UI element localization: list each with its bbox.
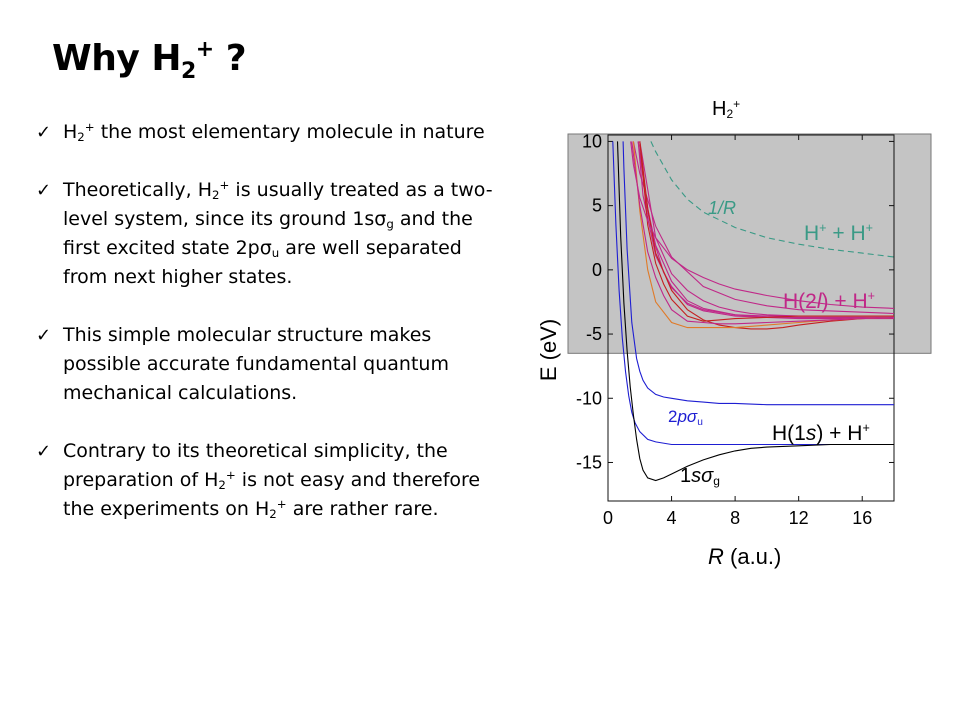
bullet-subscript: 2 (212, 187, 220, 202)
bullet-text: H (63, 121, 78, 143)
series-line (612, 141, 894, 446)
series-line (630, 141, 894, 309)
annotation-h1s-plus-h: H(1s) + H+ (772, 421, 870, 445)
annotation-2p-sigma-u: 2pσu (668, 407, 703, 428)
annotation-coulomb: 1/R (708, 198, 736, 218)
chart-title: H2+ (712, 97, 740, 121)
title-text: Why H (52, 38, 181, 79)
energy-chart: 0 4 8 12 16 10 5 0 -5 -10 -15 H2+ R (a.u.) E (eV) 1/R H… (536, 97, 932, 569)
bullet-list: ✓ H2+ the most elementary molecule in nat… (36, 118, 506, 553)
series-line (650, 141, 894, 258)
bullet-superscript: + (276, 496, 287, 511)
bullet-text: are rather rare. (286, 498, 439, 520)
series-line (616, 141, 894, 482)
bullet-text: and the first excited state 2pσ (63, 208, 473, 259)
bullet-superscript: + (84, 119, 95, 134)
bullet-text: Theoretically, H (63, 179, 213, 201)
bullet-subscript: g (386, 216, 394, 231)
bullet-subscript: 2 (77, 129, 85, 144)
bullet-item: ✓ Theoretically, H2+ is usually treated a… (36, 176, 506, 292)
checkmark-icon: ✓ (36, 325, 52, 346)
plot-frame (607, 134, 895, 502)
bullet-superscript: + (225, 467, 236, 482)
x-axis-label: R (a.u.) (708, 544, 781, 569)
series-line (637, 141, 894, 320)
y-tick-label: -10 (576, 388, 602, 408)
bullet-text: the most elementary molecule in nature (94, 121, 485, 143)
x-tick-label: 8 (730, 508, 740, 528)
bullet-text: This simple molecular structure makes po… (63, 324, 449, 404)
series-line (631, 141, 894, 325)
checkmark-icon: ✓ (36, 180, 52, 201)
bullet-subscript: u (271, 245, 280, 260)
title-superscript: + (195, 37, 214, 62)
bullet-item: ✓ H2+ the most elementary molecule in nat… (36, 118, 506, 147)
shaded-region (567, 133, 932, 354)
bullet-superscript: + (219, 177, 230, 192)
bullet-text: are well separated from next higher stat… (63, 237, 462, 288)
series-line (622, 141, 894, 406)
annotation-h2l-plus-h: H(2l) + H+ (783, 289, 875, 313)
y-axis-label: E (eV) (536, 319, 561, 381)
annotation-h-plus-h-plus: H+ + H+ (804, 221, 873, 245)
bullet-subscript: 2 (218, 477, 226, 492)
slide-title: Why H2+ ? (52, 37, 247, 83)
checkmark-icon: ✓ (36, 441, 52, 462)
x-tick-label: 0 (603, 508, 613, 528)
bullet-text: is usually treated as a two-level system… (63, 179, 493, 230)
series-line (639, 141, 894, 322)
annotation-1s-sigma-g: 1sσg (680, 465, 720, 488)
bullet-item: ✓ This simple molecular structure makes p… (36, 321, 506, 408)
checkmark-icon: ✓ (36, 122, 52, 143)
bullet-text: is not easy and therefore the experiment… (63, 469, 481, 520)
y-tick-label: -5 (586, 324, 602, 344)
x-tick-label: 4 (667, 508, 677, 528)
x-tick-label: 12 (789, 508, 809, 528)
y-tick-label: 10 (582, 131, 602, 151)
bullet-text: Contrary to its theoretical simplicity, … (63, 440, 448, 491)
bullet-subscript: 2 (269, 506, 277, 521)
title-question-mark: ? (213, 38, 247, 79)
bullet-item: ✓ Contrary to its theoretical simplicity,… (36, 437, 506, 524)
title-subscript: 2 (180, 59, 196, 84)
y-tick-label: 0 (592, 260, 602, 280)
curves-group (612, 141, 894, 482)
x-tick-label: 16 (852, 508, 872, 528)
y-tick-label: 5 (592, 196, 602, 216)
y-tick-label: -15 (576, 452, 602, 472)
